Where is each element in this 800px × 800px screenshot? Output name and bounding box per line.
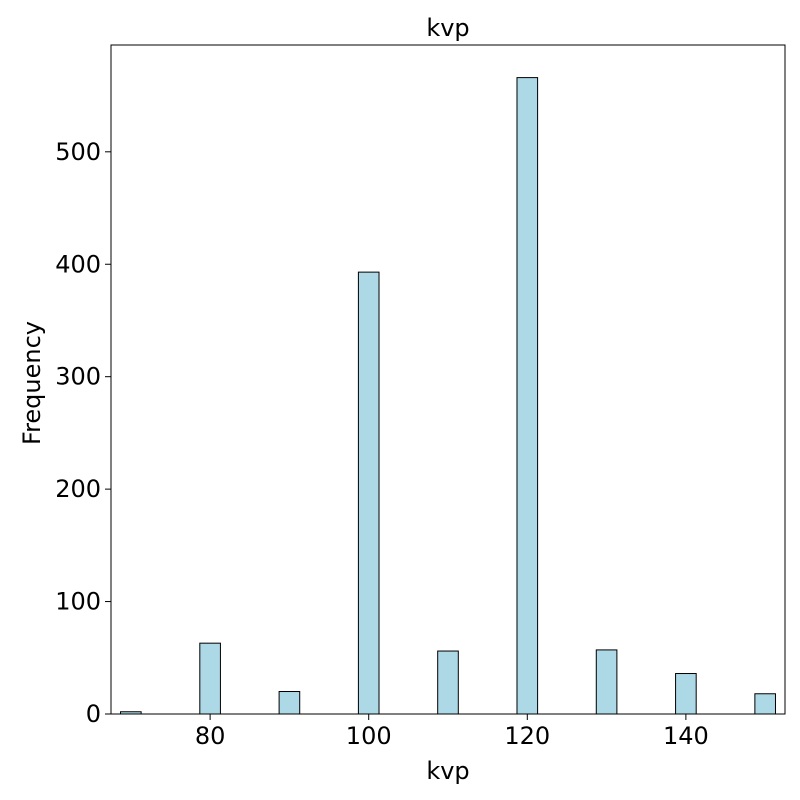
- x-tick-label: 140: [663, 722, 709, 750]
- y-axis: 0 100 200 300 400 500: [55, 138, 111, 728]
- y-axis-label: Frequency: [18, 321, 46, 445]
- bar-150: [754, 693, 776, 715]
- bar-120: [516, 77, 539, 715]
- bar-80: [199, 642, 221, 715]
- bar-110: [437, 650, 459, 715]
- y-tick-label: 500: [55, 138, 101, 166]
- x-tick-label: 100: [346, 722, 392, 750]
- y-tick-label: 0: [86, 700, 101, 728]
- bars-layer: [120, 77, 776, 715]
- bar-130: [595, 649, 618, 715]
- plot-frame: [110, 44, 786, 715]
- y-tick-label: 100: [55, 588, 101, 616]
- x-axis-label: kvp: [426, 757, 469, 785]
- y-tick-label: 300: [55, 363, 101, 391]
- bar-90: [278, 691, 301, 715]
- y-tick-label: 400: [55, 250, 101, 278]
- y-tick-label: 200: [55, 475, 101, 503]
- x-tick-label: 80: [195, 722, 226, 750]
- bar-140: [675, 673, 697, 715]
- bar-100: [357, 271, 380, 715]
- x-axis: 80 100 120 140: [195, 714, 709, 750]
- chart-title: kvp: [426, 14, 469, 42]
- x-tick-label: 120: [504, 722, 550, 750]
